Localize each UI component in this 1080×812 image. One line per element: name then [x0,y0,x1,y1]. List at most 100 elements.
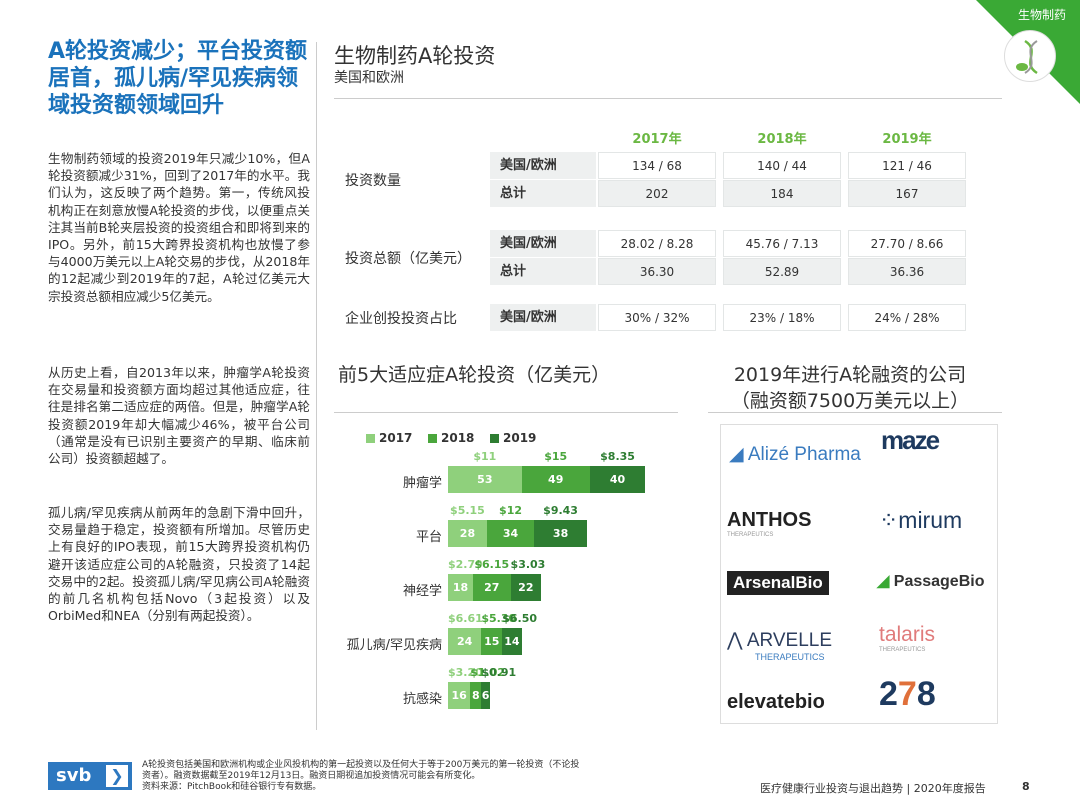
amount-label: $0.91 [481,666,517,679]
mirum-logo: ⁘mirum [879,507,963,533]
amount-label: $6.50 [502,612,537,625]
footnote-source: 资料来源：PitchBook和硅谷银行专有数据。 [142,782,322,792]
legend-swatch [428,434,437,443]
amount-label: $3.03 [510,558,546,571]
table-cell: 45.76 / 7.13 [723,230,841,257]
chart-title: 前5大适应症A轮投资（亿美元） [338,364,611,386]
paragraph-2: 从历史上看，自2013年以来，肿瘤学A轮投资在交易量和投资额方面均超过其他适应症… [48,365,310,467]
amount-label: $6.61 [448,612,483,625]
category-label: 孤儿病/罕见疾病 [346,638,442,653]
paragraph-3: 孤儿病/罕见疾病从前两年的急剧下滑中回升，交易量趋于稳定，投资额有所增加。尽管历… [48,505,310,624]
footnote-2: 资者）。融资数据截至2019年12月13日。融资日期视追加投资情况可能会有所变化… [142,771,481,781]
table-cell: 202 [598,180,716,207]
table-title: 生物制药A轮投资 [334,44,496,68]
talaris-logo: talaris THERAPEUTICS [879,623,936,653]
category-label: 神经学 [402,584,442,599]
paragraph-1: 生物制药领域的投资2019年只减少10%，但A轮投资额减少31%，回到了2017… [48,151,310,304]
bar-segment: 6 [481,682,490,709]
report-name: 医疗健康行业投资与退出趋势 | 2020年度报告 [760,782,986,795]
table-cell: 24% / 28% [848,304,966,331]
bar-segment: 22 [510,574,542,601]
amount-label: $2.79 [448,558,483,571]
row-group-label: 投资总额（亿美元） [345,251,471,267]
legend-label: 2017 [379,431,413,445]
legend-label: 2018 [441,431,475,445]
column-divider [316,42,317,730]
passagebio-logo: ◢ PassageBio [877,573,985,590]
bar-segment: 27 [473,574,511,601]
amount-label: $5.15 [450,504,485,517]
amount-label: $11 [473,450,497,463]
companies-title: 2019年进行A轮融资的公司 [733,364,967,386]
legend-swatch [490,434,499,443]
amount-label: $3.20 [448,666,483,679]
companies-subtitle: （融资额7500万美元以上） [730,390,970,412]
year-header: 2017年 [632,132,682,147]
alize-pharma-logo: ◢ Alizé Pharma [729,444,861,465]
year-header: 2019年 [882,132,932,147]
dna-icon [1004,30,1056,82]
table-cell: 121 / 46 [848,152,966,179]
2seventy-logo: 278 [879,675,936,713]
company-logo-grid: ◢ Alizé Pharma maze ANTHOS THERAPEUTICS ⁘… [720,424,998,724]
bar-segment: 24 [448,628,482,655]
table-cell: 184 [723,180,841,207]
page-headline: A轮投资减少；平台投资额居首，孤儿病/罕见疾病领域投资额领域回升 [48,39,308,118]
bar-segment: 40 [589,466,646,493]
bar-segment: 53 [448,466,522,493]
row-sub-label: 美国/欧洲 [490,230,596,257]
bar-segment: 49 [521,466,590,493]
amount-label: $6.15 [474,558,510,571]
table-cell: 23% / 18% [723,304,841,331]
bar-segment: 18 [448,574,474,601]
divider [708,412,1002,413]
row-sub-label: 美国/欧洲 [490,304,596,331]
row-sub-label: 美国/欧洲 [490,152,596,179]
row-sub-label: 总计 [490,258,596,285]
category-label: 肿瘤学 [402,476,442,491]
table-cell: 36.36 [848,258,966,285]
bar-segment: 34 [486,520,535,547]
bar-segment: 16 [448,682,471,709]
amount-label: $9.43 [543,504,578,517]
amount-label: $1.02 [470,666,506,679]
category-label: 平台 [415,530,442,545]
bar-segment: 38 [534,520,587,547]
amount-label: $15 [544,450,568,463]
amount-label: $5.30 [481,612,517,625]
table-cell: 52.89 [723,258,841,285]
table-cell: 28.02 / 8.28 [598,230,716,257]
category-label: 抗感染 [402,692,442,707]
arvelle-logo: ⋀ ARVELLE THERAPEUTICS [727,630,833,662]
table-cell: 134 / 68 [598,152,716,179]
divider [334,412,678,413]
legend-item: 2019 [490,431,536,445]
row-sub-label: 总计 [490,180,596,207]
bar-segment: 14 [502,628,522,655]
legend-item: 2018 [428,431,474,445]
page-number: 8 [1022,780,1030,793]
bar-segment: 28 [448,520,487,547]
row-group-label: 企业创投投资占比 [345,311,457,327]
amount-label: $8.35 [600,450,635,463]
arsenalbio-logo: ArsenalBio [727,571,829,595]
maze-logo: maze [881,425,940,455]
row-group-label: 投资数量 [345,173,401,189]
table-cell: 30% / 32% [598,304,716,331]
elevatebio-logo: elevatebio [727,691,825,713]
table-cell: 27.70 / 8.66 [848,230,966,257]
bar-segment: 8 [470,682,482,709]
year-header: 2018年 [757,132,807,147]
table-cell: 167 [848,180,966,207]
anthos-logo: ANTHOS THERAPEUTICS [727,509,812,538]
legend-swatch [366,434,375,443]
amount-label: $12 [499,504,523,517]
footnote-1: A轮投资包括美国和欧洲机构或企业风投机构的第一起投资以及任何大于等于200万美元… [142,760,580,770]
table-cell: 140 / 44 [723,152,841,179]
section-label: 生物制药 [1017,8,1066,22]
table-cell: 36.30 [598,258,716,285]
bar-segment: 15 [481,628,503,655]
legend-label: 2019 [503,431,537,445]
legend-item: 2017 [366,431,412,445]
svb-logo: svb ❯ [48,762,132,790]
